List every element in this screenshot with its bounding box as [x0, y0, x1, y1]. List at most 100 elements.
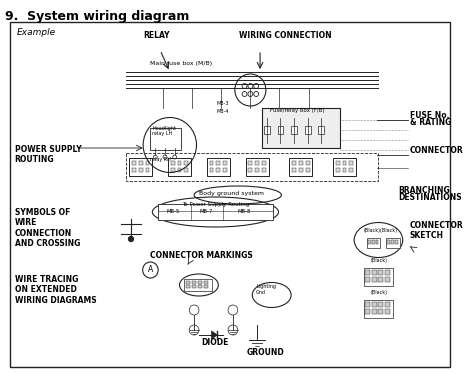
Bar: [385, 277, 390, 282]
Bar: [365, 270, 370, 275]
Text: DESTINATIONS: DESTINATIONS: [398, 193, 462, 202]
Bar: [372, 277, 376, 282]
Text: Fuse/relay box (F/B): Fuse/relay box (F/B): [270, 108, 324, 113]
Bar: [364, 268, 393, 286]
Text: (Black)(Black): (Black)(Black): [364, 228, 398, 233]
Text: GROUND: GROUND: [246, 348, 284, 357]
Bar: [299, 161, 303, 165]
Bar: [385, 270, 390, 275]
Text: 9.  System wiring diagram: 9. System wiring diagram: [5, 10, 189, 23]
Bar: [372, 302, 376, 307]
Text: MB-8: MB-8: [238, 209, 251, 214]
Bar: [129, 158, 152, 176]
Bar: [343, 168, 346, 172]
Text: To Power Supply Routing: To Power Supply Routing: [182, 202, 250, 207]
Text: MB-7: MB-7: [200, 209, 213, 214]
Bar: [217, 161, 220, 165]
Text: & RATING: & RATING: [410, 118, 451, 127]
Polygon shape: [211, 331, 218, 339]
Bar: [198, 285, 202, 288]
Bar: [387, 240, 390, 244]
Text: relay RH: relay RH: [150, 157, 171, 162]
Bar: [365, 277, 370, 282]
Bar: [198, 281, 202, 284]
Text: (Black): (Black): [371, 258, 388, 263]
Bar: [146, 168, 149, 172]
Bar: [262, 168, 266, 172]
Bar: [262, 108, 340, 148]
Bar: [378, 302, 383, 307]
Text: CONNECTOR
SKETCH: CONNECTOR SKETCH: [410, 220, 463, 240]
Bar: [385, 309, 390, 314]
Bar: [184, 168, 188, 172]
Text: POWER SUPPLY
ROUTING: POWER SUPPLY ROUTING: [15, 145, 81, 164]
Bar: [132, 168, 136, 172]
Text: Headlight: Headlight: [152, 126, 176, 131]
Text: Body ground system: Body ground system: [199, 191, 264, 197]
Text: (Black): (Black): [371, 290, 388, 295]
Bar: [171, 168, 175, 172]
Text: Lighting
Gnd: Lighting Gnd: [256, 284, 276, 295]
Bar: [223, 161, 227, 165]
Bar: [306, 161, 310, 165]
Text: A: A: [147, 266, 153, 275]
Bar: [171, 161, 175, 165]
Bar: [186, 281, 190, 284]
Bar: [372, 309, 376, 314]
Bar: [319, 126, 324, 134]
Bar: [336, 161, 340, 165]
Bar: [292, 161, 296, 165]
Bar: [192, 285, 196, 288]
Bar: [186, 285, 190, 288]
Bar: [184, 279, 211, 291]
Circle shape: [128, 236, 134, 241]
Bar: [349, 161, 353, 165]
Bar: [365, 302, 370, 307]
Bar: [184, 161, 188, 165]
Text: MB-4: MB-4: [217, 109, 229, 114]
Text: relay LH: relay LH: [152, 131, 173, 136]
Bar: [139, 161, 143, 165]
Bar: [255, 168, 259, 172]
Bar: [210, 168, 213, 172]
Bar: [255, 161, 259, 165]
Bar: [210, 161, 213, 165]
Bar: [146, 161, 149, 165]
Bar: [367, 238, 381, 248]
Text: MB-5: MB-5: [167, 209, 180, 214]
Text: FUSE No.: FUSE No.: [410, 111, 449, 120]
Bar: [204, 281, 208, 284]
Bar: [248, 161, 252, 165]
Bar: [178, 161, 182, 165]
Bar: [223, 168, 227, 172]
Bar: [378, 309, 383, 314]
Text: WIRING CONNECTION: WIRING CONNECTION: [239, 31, 331, 40]
Bar: [349, 168, 353, 172]
Bar: [207, 158, 230, 176]
Bar: [292, 168, 296, 172]
Bar: [248, 168, 252, 172]
Bar: [385, 302, 390, 307]
Bar: [139, 168, 143, 172]
Bar: [178, 168, 182, 172]
Bar: [375, 240, 378, 244]
Bar: [262, 161, 266, 165]
Text: CONNECTOR MARKINGS: CONNECTOR MARKINGS: [150, 251, 253, 260]
Bar: [158, 204, 273, 220]
Bar: [132, 161, 136, 165]
Text: CONNECTOR: CONNECTOR: [410, 146, 463, 155]
Bar: [364, 300, 393, 318]
Text: SYMBOLS OF
WIRE
CONNECTION
AND CROSSING: SYMBOLS OF WIRE CONNECTION AND CROSSING: [15, 208, 80, 248]
Bar: [391, 240, 394, 244]
Bar: [246, 158, 269, 176]
Text: DIODE: DIODE: [201, 338, 228, 347]
Bar: [278, 126, 283, 134]
Bar: [217, 168, 220, 172]
Bar: [289, 158, 312, 176]
Bar: [333, 158, 356, 176]
FancyBboxPatch shape: [9, 22, 450, 367]
Bar: [378, 277, 383, 282]
Text: RELAY: RELAY: [144, 31, 170, 40]
Bar: [299, 168, 303, 172]
Bar: [365, 309, 370, 314]
